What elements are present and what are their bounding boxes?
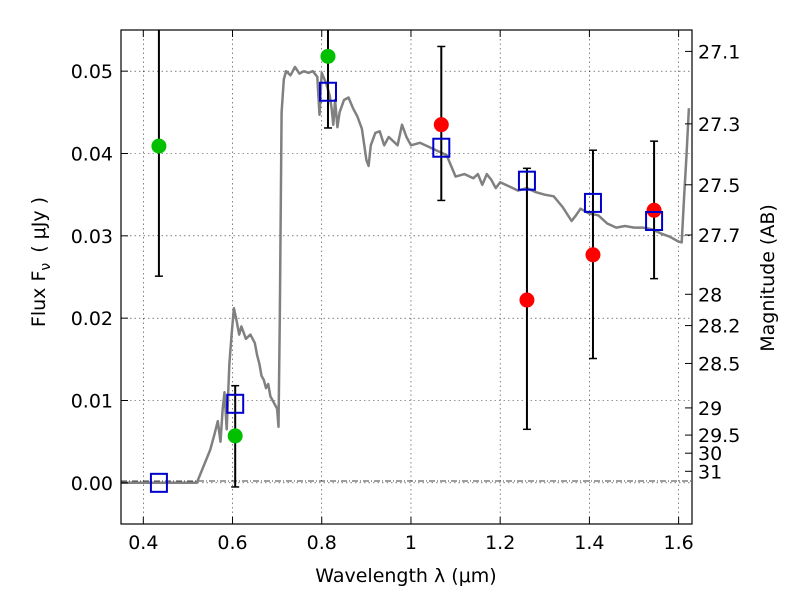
x-tick-label: 1.4 [574,532,604,554]
x-tick-label: 1 [405,532,417,554]
y-axis-label-unit: ( μJy ) [28,197,50,253]
circle-marker [151,138,167,154]
y-tick-label: 0.05 [71,61,113,83]
right-tick-label: 27.5 [698,175,740,197]
plot-frame [120,29,693,525]
right-axis-label: Magnitude (AB) [757,204,779,352]
y-axis-label-subscript: ν [38,263,54,271]
y-tick-label: 0.01 [71,391,113,413]
right-tick-label: 27.3 [698,114,740,136]
square-marker [517,170,536,191]
x-tick-label: 1.6 [664,532,694,554]
x-tick-label: 1.2 [485,532,515,554]
right-tick-label: 28.2 [698,316,740,338]
right-tick-label: 28.5 [698,353,740,375]
right-tick-label: 27.7 [698,225,740,247]
y-axis-label-text: Flux F [28,271,50,327]
right-tick-label: 31 [698,461,722,483]
grid [121,30,692,524]
model-sed-line [121,65,691,485]
square-marker [149,472,168,493]
circle-marker [585,247,601,263]
circle-marker [519,292,535,308]
y-tick-label: 0.00 [71,473,113,495]
x-tick-label: 0.6 [217,532,247,554]
axis-ticks: 0.4 0.6 0.8 1 1.2 1.4 1.6 0.00 0.01 0.02 0.03 0.04 0… [71,30,740,554]
x-axis-label: Wavelength λ (μm) [315,565,496,587]
right-tick-label: 29 [698,398,722,420]
square-marker [226,393,245,414]
right-tick-label: 29.5 [698,425,740,447]
x-tick-label: 0.4 [128,532,158,554]
circle-marker [646,202,662,218]
y-axis-label: Flux Fν ( μJy ) [28,197,54,327]
square-marker [583,192,602,213]
x-tick-label: 0.8 [307,532,337,554]
y-tick-label: 0.03 [71,226,113,248]
y-tick-label: 0.04 [71,144,113,166]
circle-marker [320,48,336,64]
square-marker [645,211,664,232]
data-markers [149,48,664,493]
right-tick-label: 28 [698,284,722,306]
circle-marker [433,117,449,133]
right-tick-label: 30 [698,443,722,465]
square-marker [318,81,337,102]
error-bars [154,30,659,488]
y-tick-label: 0.02 [71,308,113,330]
square-marker [432,137,451,158]
circle-marker [227,428,243,444]
right-tick-label: 27.1 [698,41,740,63]
